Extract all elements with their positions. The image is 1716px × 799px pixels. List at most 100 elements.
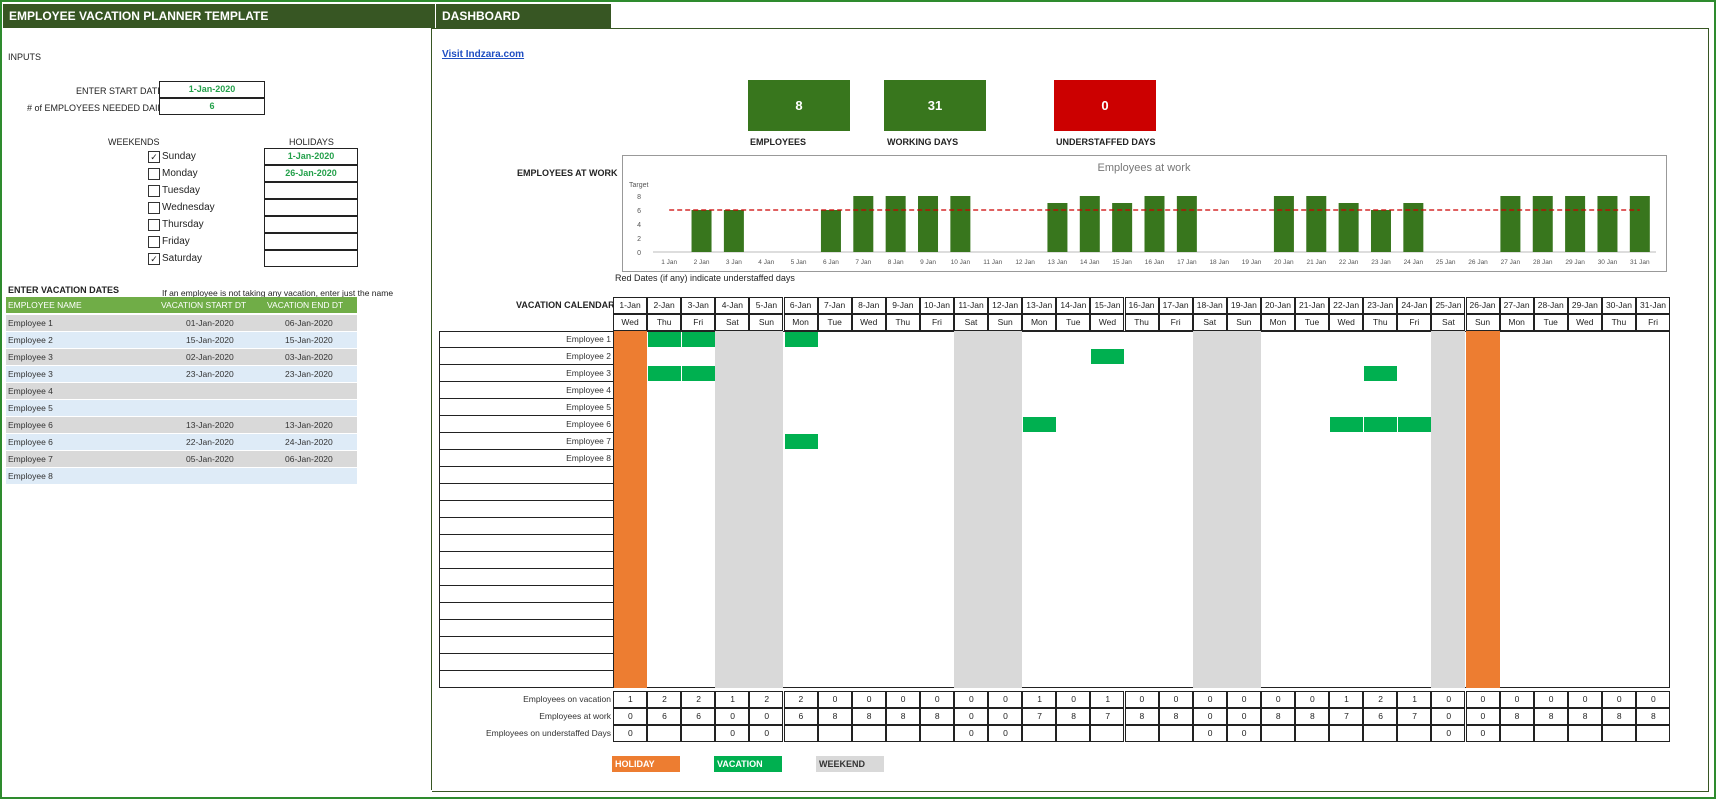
calendar-employee-row[interactable]: Employee 2 <box>439 348 613 365</box>
table-row: Employee 8 <box>6 468 357 484</box>
calendar-employee-row[interactable] <box>439 518 613 535</box>
summary-cell <box>1397 725 1432 742</box>
calendar-employee-row[interactable] <box>439 467 613 484</box>
employee-name-cell[interactable]: Employee 6 <box>8 437 53 447</box>
calendar-day-header: Wed <box>851 314 886 331</box>
calendar-date-header: 7-Jan <box>817 297 852 314</box>
calendar-employee-row[interactable] <box>439 535 613 552</box>
vacation-cell <box>1330 417 1364 432</box>
calendar-day-header: Fri <box>919 314 954 331</box>
calendar-employee-row[interactable]: Employee 6 <box>439 416 613 433</box>
calendar-employee-row[interactable] <box>439 484 613 501</box>
calendar-employee-row[interactable]: Employee 8 <box>439 450 613 467</box>
calendar-employee-row[interactable] <box>439 620 613 637</box>
calendar-date-header: 6-Jan <box>783 297 818 314</box>
calendar-employee-row[interactable] <box>439 637 613 654</box>
chart-bar <box>691 210 712 252</box>
weekday-label: Friday <box>162 236 190 247</box>
summary-cell: 8 <box>1601 708 1636 725</box>
calendar-employee-row[interactable]: Employee 5 <box>439 399 613 416</box>
y-tick-label: 4 <box>637 222 641 229</box>
summary-cell: 8 <box>1260 708 1295 725</box>
employee-name-cell[interactable]: Employee 5 <box>8 403 53 413</box>
vacation-end-cell[interactable]: 23-Jan-2020 <box>285 369 333 379</box>
employee-name-cell[interactable]: Employee 2 <box>8 335 53 345</box>
calendar-employee-row[interactable] <box>439 671 613 688</box>
start-date-input[interactable]: 1-Jan-2020 <box>159 81 265 98</box>
checkbox-thursday[interactable] <box>148 219 160 231</box>
vacation-end-cell[interactable]: 03-Jan-2020 <box>285 352 333 362</box>
checkbox-sunday[interactable]: ✓ <box>148 151 160 163</box>
checkbox-wednesday[interactable] <box>148 202 160 214</box>
holiday-input[interactable] <box>264 250 358 267</box>
calendar-employee-row[interactable] <box>439 654 613 671</box>
employee-name-cell[interactable]: Employee 4 <box>8 386 53 396</box>
summary-cell <box>1567 725 1602 742</box>
vacation-start-cell[interactable]: 15-Jan-2020 <box>186 335 234 345</box>
calendar-employee-row[interactable]: Employee 4 <box>439 382 613 399</box>
summary-cell: 8 <box>1533 708 1568 725</box>
holiday-input[interactable] <box>264 216 358 233</box>
vacation-start-cell[interactable]: 02-Jan-2020 <box>186 352 234 362</box>
summary-label: Employees on understaffed Days <box>485 728 611 738</box>
summary-cell: 2 <box>1363 691 1398 708</box>
calendar-employee-row[interactable] <box>439 603 613 620</box>
holiday-input[interactable] <box>264 199 358 216</box>
weekday-label: Thursday <box>162 219 204 230</box>
x-tick-label: 31 Jan <box>1630 259 1650 266</box>
summary-cell: 8 <box>919 708 954 725</box>
holiday-input[interactable] <box>264 182 358 199</box>
calendar-employee-row[interactable]: Employee 7 <box>439 433 613 450</box>
employee-name-cell[interactable]: Employee 3 <box>8 352 53 362</box>
x-tick-label: 20 Jan <box>1274 259 1294 266</box>
employee-name-cell[interactable]: Employee 8 <box>8 471 53 481</box>
summary-cell: 2 <box>749 691 784 708</box>
calendar-date-header: 22-Jan <box>1329 297 1364 314</box>
chart-bar <box>1144 196 1165 252</box>
summary-cell <box>1022 725 1057 742</box>
calendar-employee-row[interactable] <box>439 586 613 603</box>
chart-bar <box>853 196 874 252</box>
vacation-start-cell[interactable]: 13-Jan-2020 <box>186 420 234 430</box>
vacation-start-cell[interactable]: 23-Jan-2020 <box>186 369 234 379</box>
vacation-start-cell[interactable]: 22-Jan-2020 <box>186 437 234 447</box>
employee-name-cell[interactable]: Employee 6 <box>8 420 53 430</box>
x-tick-label: 23 Jan <box>1371 259 1391 266</box>
summary-cell: 1 <box>1397 691 1432 708</box>
employee-name-cell[interactable]: Employee 7 <box>8 454 53 464</box>
summary-cell: 7 <box>1397 708 1432 725</box>
inputs-label: INPUTS <box>8 52 42 62</box>
emp-needed-input[interactable]: 6 <box>159 98 265 115</box>
employee-name-cell[interactable]: Employee 3 <box>8 369 53 379</box>
vacation-start-cell[interactable]: 01-Jan-2020 <box>186 318 234 328</box>
holiday-input[interactable]: 26-Jan-2020 <box>264 165 358 182</box>
holiday-input[interactable]: 1-Jan-2020 <box>264 148 358 165</box>
vacation-cell <box>648 366 682 381</box>
checkbox-tuesday[interactable] <box>148 185 160 197</box>
vacation-end-cell[interactable]: 15-Jan-2020 <box>285 335 333 345</box>
chart-bar <box>1079 196 1100 252</box>
calendar-employee-row[interactable] <box>439 552 613 569</box>
dashboard-title: DASHBOARD <box>436 4 611 28</box>
summary-cell: 0 <box>1465 708 1500 725</box>
checkbox-friday[interactable] <box>148 236 160 248</box>
vacation-cell <box>784 434 818 449</box>
holiday-input[interactable] <box>264 233 358 250</box>
x-tick-label: 8 Jan <box>888 259 904 266</box>
indzara-link[interactable]: Visit Indzara.com <box>442 49 525 60</box>
vacation-start-cell[interactable]: 05-Jan-2020 <box>186 454 234 464</box>
calendar-day-header: Wed <box>1329 314 1364 331</box>
checkbox-saturday[interactable]: ✓ <box>148 253 160 265</box>
employee-name-cell[interactable]: Employee 1 <box>8 318 53 328</box>
vacation-end-cell[interactable]: 13-Jan-2020 <box>285 420 333 430</box>
calendar-employee-row[interactable] <box>439 569 613 586</box>
vacation-end-cell[interactable]: 24-Jan-2020 <box>285 437 333 447</box>
calendar-employee-row[interactable] <box>439 501 613 518</box>
calendar-employee-row[interactable]: Employee 3 <box>439 365 613 382</box>
vacation-end-cell[interactable]: 06-Jan-2020 <box>285 318 333 328</box>
chart-bar <box>1306 196 1327 252</box>
checkbox-monday[interactable] <box>148 168 160 180</box>
calendar-employee-row[interactable]: Employee 1 <box>439 331 613 348</box>
vacation-end-cell[interactable]: 06-Jan-2020 <box>285 454 333 464</box>
planner-title: EMPLOYEE VACATION PLANNER TEMPLATE <box>3 4 435 28</box>
